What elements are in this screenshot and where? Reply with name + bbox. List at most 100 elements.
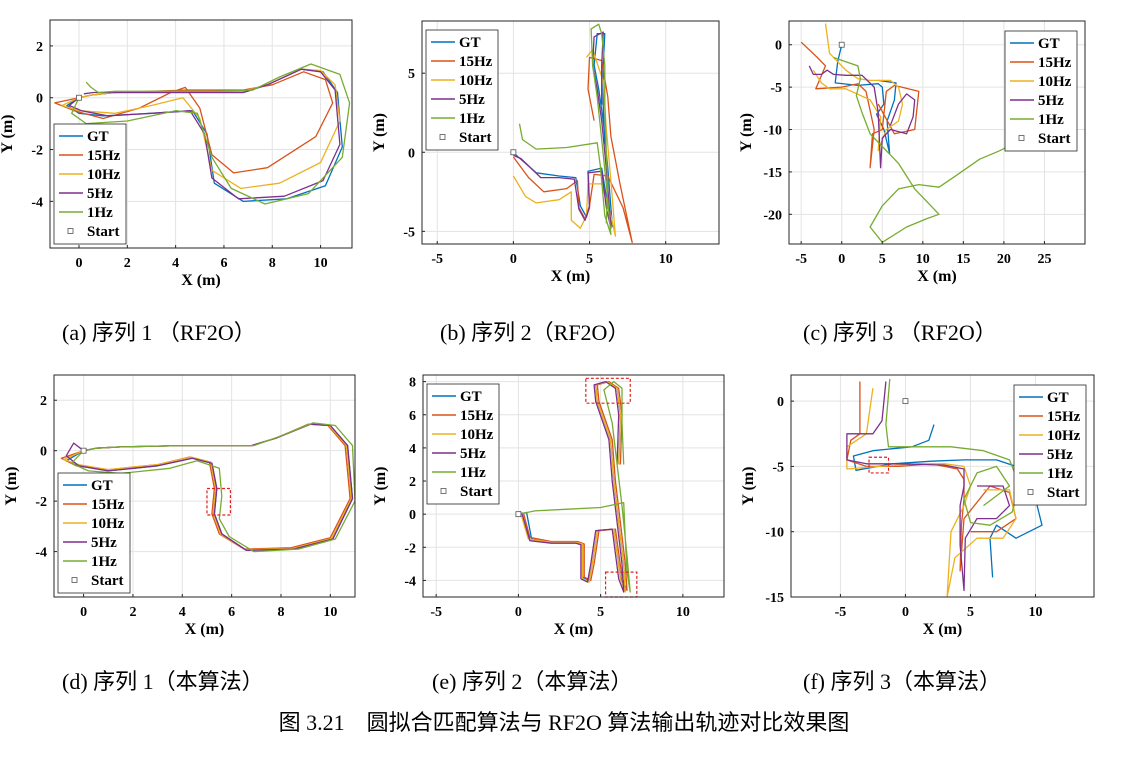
legend-label: 1Hz [460, 465, 486, 481]
y-tick-label: -4 [31, 195, 43, 210]
y-tick-label: -10 [765, 526, 784, 541]
legend-label: GT [91, 478, 113, 494]
x-axis-label: X (m) [923, 621, 963, 638]
legend: GT 15Hz 10Hz 5Hz 1Hz Start [57, 472, 131, 594]
series-line-5hz [808, 65, 916, 169]
legend: GT 15Hz 10Hz 5Hz 1Hz Start [426, 383, 500, 505]
series-line-1hz [70, 422, 355, 553]
start-marker [76, 94, 82, 101]
subcaption-e: (e) 序列 2（本算法） [432, 669, 632, 694]
legend-label: 15Hz [1038, 55, 1072, 71]
highlight-box [868, 456, 890, 474]
x-tick-label: 0 [902, 605, 909, 620]
y-tick-label: 0 [409, 508, 416, 523]
x-tick-label: 6 [220, 256, 227, 271]
start-marker [902, 398, 909, 405]
legend-label: 5Hz [459, 92, 485, 108]
x-tick-label: 5 [597, 605, 604, 620]
series-line-5hz [513, 31, 612, 229]
legend-label: 10Hz [87, 167, 121, 183]
highlight-box [585, 377, 631, 404]
legend-label: Start [459, 130, 492, 146]
y-axis-label: Y (m) [3, 467, 20, 506]
series-group [54, 63, 351, 205]
chart-d: 0 2 4 6 8 10 2 0 -2 -4 X (m) Y (m) GT 15Hz 10Hz 5Hz 1Hz S… [3, 374, 356, 638]
legend-label: Start [1038, 131, 1071, 147]
x-tick-label: 0 [510, 252, 517, 267]
series-line-15hz [800, 41, 920, 169]
x-tick-label: 6 [228, 605, 235, 620]
series-line-5hz [521, 380, 625, 593]
x-tick-label: 15 [956, 252, 970, 267]
legend-label: Start [1047, 485, 1080, 501]
x-tick-label: 10 [659, 252, 673, 267]
legend-label: 1Hz [1047, 466, 1073, 482]
legend-label: 5Hz [87, 186, 113, 202]
legend-label: GT [1047, 390, 1069, 406]
y-tick-label: 6 [409, 409, 416, 424]
y-tick-label: 8 [409, 376, 416, 391]
x-axis-label: X (m) [181, 272, 221, 289]
legend-label: 1Hz [1038, 112, 1064, 128]
legend-label: 10Hz [91, 516, 125, 532]
legend-label: 1Hz [91, 554, 117, 570]
subcaption-f: (f) 序列 3（本算法） [803, 669, 1001, 694]
legend-frame [1013, 384, 1087, 506]
axes-frame [53, 374, 356, 598]
legend-start-swatch [439, 134, 446, 140]
legend-label: 15Hz [460, 408, 494, 424]
y-tick-label: -2 [35, 495, 47, 510]
y-tick-label: -5 [770, 81, 782, 96]
y-tick-label: -2 [31, 144, 43, 159]
y-tick-label: -15 [763, 166, 782, 181]
y-tick-label: 2 [36, 40, 43, 55]
series-group [60, 422, 355, 553]
x-tick-label: 0 [80, 605, 87, 620]
series-line-10hz [846, 388, 1017, 597]
x-tick-label: 10 [314, 256, 328, 271]
legend: GT 15Hz 10Hz 5Hz 1Hz Start [425, 29, 499, 151]
series-line-1hz [518, 23, 612, 236]
x-tick-label: -5 [795, 252, 807, 267]
legend-frame [1004, 30, 1078, 152]
axes-frame [788, 20, 1086, 245]
chart-a: 0 2 4 6 8 10 2 0 -2 -4 X (m) Y (m) GT 15Hz 10Hz 5Hz 1Hz S… [0, 19, 353, 289]
x-tick-label: 5 [586, 252, 593, 267]
x-tick-label: 20 [997, 252, 1011, 267]
y-tick-label: 0 [775, 39, 782, 54]
y-tick-label: 5 [408, 67, 415, 82]
legend-frame [426, 383, 500, 505]
x-tick-label: 5 [967, 605, 974, 620]
x-tick-label: 8 [269, 256, 276, 271]
chart-c: -5 0 5 10 15 20 25 0 -5 -10 -15 -20 X (m) Y (m) GT 15Hz… [738, 20, 1086, 285]
x-axis-label: X (m) [551, 268, 591, 285]
series-line-1hz [71, 63, 351, 205]
x-axis-label: X (m) [917, 268, 957, 285]
y-tick-label: 0 [40, 445, 47, 460]
series-line-10hz [812, 23, 904, 152]
y-tick-label: -15 [765, 591, 784, 606]
legend-label: 10Hz [1038, 74, 1072, 90]
y-tick-label: -2 [404, 541, 416, 556]
series-line-15hz [522, 380, 628, 592]
chart-b: -5 0 5 10 5 0 -5 X (m) Y (m) GT 15Hz 10Hz 5Hz 1Hz Star… [371, 20, 720, 285]
axes-frame [422, 374, 725, 598]
legend-start-swatch [1018, 135, 1025, 141]
x-tick-label: 10 [323, 605, 337, 620]
subcaption-a: (a) 序列 1 （RF2O） [62, 320, 256, 345]
legend-label: 5Hz [91, 535, 117, 551]
y-axis-label: Y (m) [0, 115, 16, 154]
axes-frame [49, 19, 353, 249]
x-tick-label: -5 [430, 605, 442, 620]
y-tick-label: 2 [40, 394, 47, 409]
legend-label: 1Hz [87, 205, 113, 221]
x-tick-label: 2 [129, 605, 136, 620]
y-axis-label: Y (m) [371, 113, 388, 152]
legend: GT 15Hz 10Hz 5Hz 1Hz Start [1013, 384, 1087, 506]
legend-label: Start [91, 573, 124, 589]
x-tick-label: 10 [916, 252, 930, 267]
legend-label: 5Hz [1038, 93, 1064, 109]
x-tick-label: 4 [179, 605, 186, 620]
